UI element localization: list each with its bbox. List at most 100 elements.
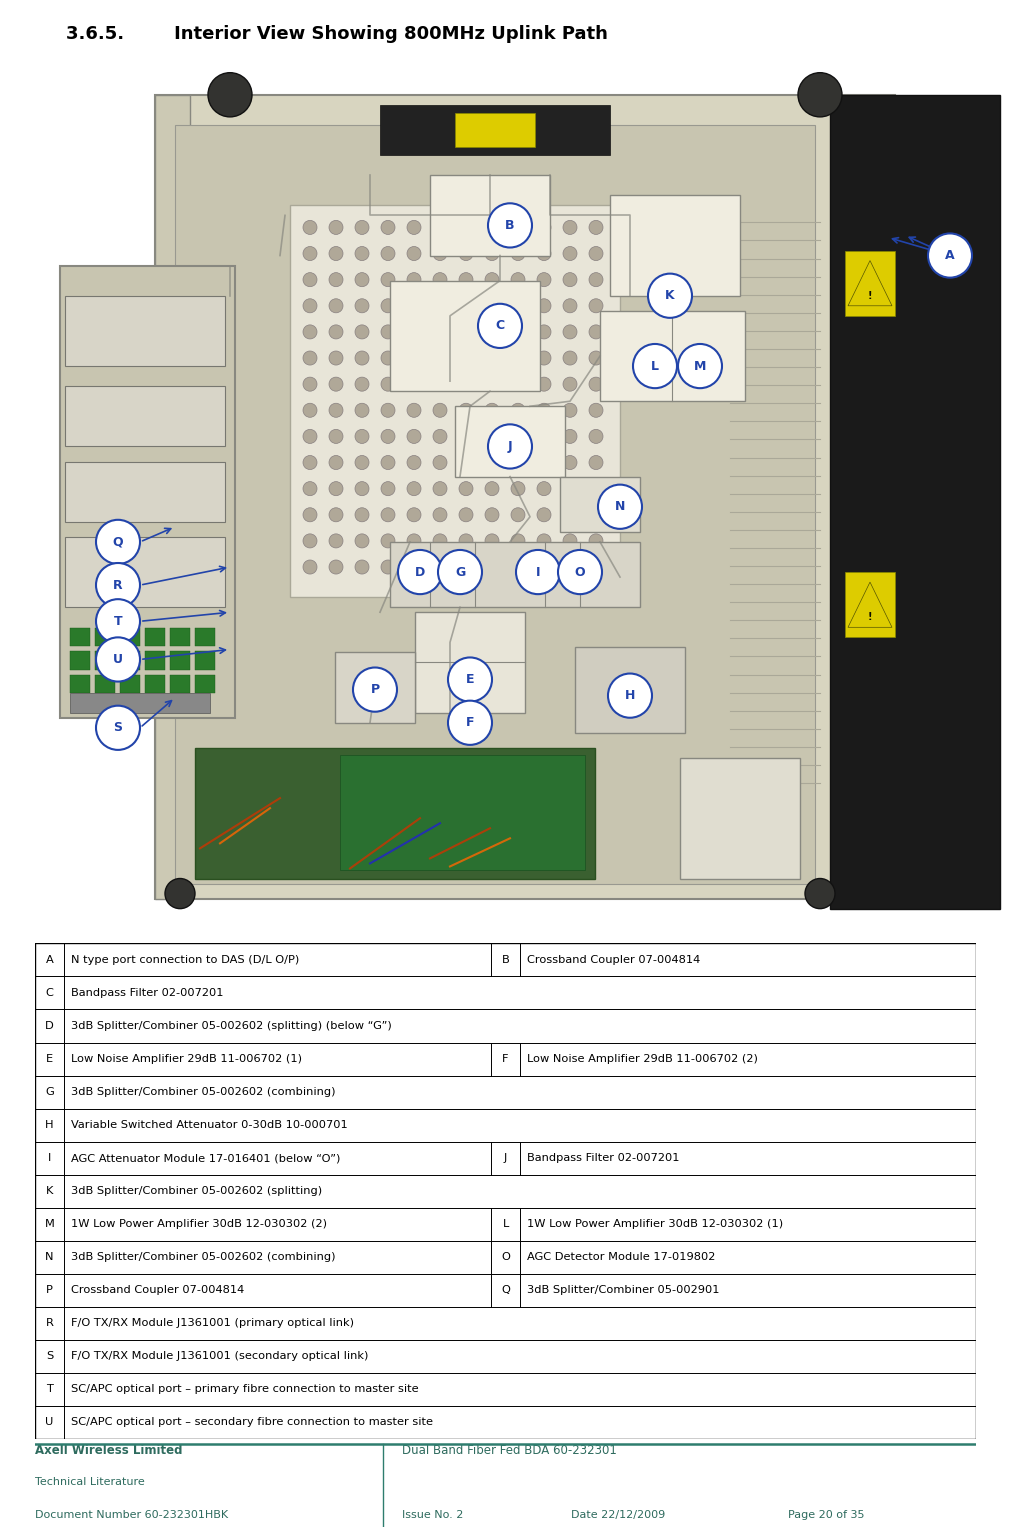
Circle shape (355, 246, 369, 260)
Circle shape (355, 560, 369, 574)
Text: U: U (45, 1417, 54, 1428)
Circle shape (563, 377, 577, 391)
Circle shape (303, 508, 317, 522)
Circle shape (459, 246, 473, 260)
Circle shape (459, 299, 473, 312)
Circle shape (537, 377, 551, 391)
Circle shape (511, 325, 525, 339)
Circle shape (678, 343, 722, 388)
Circle shape (381, 508, 395, 522)
Bar (845, 573, 895, 637)
Text: F: F (466, 716, 474, 729)
Bar (335, 653, 415, 723)
Circle shape (558, 549, 602, 594)
Circle shape (485, 403, 499, 417)
Circle shape (485, 560, 499, 574)
Circle shape (303, 299, 317, 312)
Circle shape (511, 560, 525, 574)
Circle shape (303, 534, 317, 548)
Bar (455, 112, 535, 148)
Circle shape (459, 560, 473, 574)
Circle shape (485, 272, 499, 286)
Text: E: E (45, 1054, 53, 1063)
Circle shape (511, 508, 525, 522)
Text: B: B (501, 954, 510, 965)
Circle shape (96, 563, 140, 608)
Text: T: T (47, 1385, 53, 1394)
Bar (95, 651, 115, 669)
Circle shape (381, 377, 395, 391)
Circle shape (407, 456, 421, 469)
Bar (170, 628, 190, 646)
Circle shape (381, 429, 395, 443)
Text: H: H (625, 689, 635, 702)
Circle shape (433, 456, 447, 469)
Circle shape (329, 560, 343, 574)
Circle shape (589, 377, 603, 391)
Text: Bandpass Filter 02-007201: Bandpass Filter 02-007201 (71, 988, 223, 997)
Text: P: P (370, 683, 379, 696)
Bar (145, 674, 165, 693)
Circle shape (355, 377, 369, 391)
Circle shape (438, 549, 482, 594)
Circle shape (459, 351, 473, 365)
Circle shape (355, 429, 369, 443)
Circle shape (381, 220, 395, 234)
Circle shape (355, 456, 369, 469)
Text: Low Noise Amplifier 29dB 11-006702 (1): Low Noise Amplifier 29dB 11-006702 (1) (71, 1054, 302, 1063)
Text: B: B (506, 219, 515, 232)
Circle shape (329, 272, 343, 286)
Text: Date 22/12/2009: Date 22/12/2009 (571, 1510, 665, 1519)
Circle shape (96, 637, 140, 682)
Bar (575, 648, 685, 733)
Circle shape (511, 403, 525, 417)
Bar (120, 628, 140, 646)
Bar (70, 628, 90, 646)
Circle shape (485, 508, 499, 522)
Circle shape (563, 429, 577, 443)
Text: 3.6.5.        Interior View Showing 800MHz Uplink Path: 3.6.5. Interior View Showing 800MHz Upli… (66, 25, 608, 43)
Circle shape (303, 403, 317, 417)
Circle shape (589, 456, 603, 469)
Text: M: M (44, 1219, 55, 1230)
Bar (455, 406, 565, 477)
Circle shape (433, 560, 447, 574)
Text: A: A (45, 954, 54, 965)
Circle shape (589, 534, 603, 548)
Text: 1W Low Power Amplifier 30dB 12-030302 (1): 1W Low Power Amplifier 30dB 12-030302 (1… (527, 1219, 784, 1230)
Circle shape (407, 351, 421, 365)
Circle shape (407, 508, 421, 522)
Circle shape (459, 482, 473, 496)
Circle shape (459, 377, 473, 391)
Bar (65, 537, 225, 608)
Circle shape (511, 246, 525, 260)
Text: D: D (415, 565, 425, 579)
Circle shape (407, 560, 421, 574)
Text: E: E (466, 673, 474, 686)
Circle shape (563, 246, 577, 260)
Circle shape (381, 272, 395, 286)
Text: O: O (574, 565, 585, 579)
Text: J: J (503, 1153, 508, 1163)
Bar (380, 105, 610, 155)
Circle shape (355, 534, 369, 548)
Circle shape (563, 456, 577, 469)
Circle shape (407, 272, 421, 286)
Circle shape (329, 429, 343, 443)
Circle shape (329, 508, 343, 522)
Bar (390, 280, 540, 391)
Circle shape (511, 299, 525, 312)
Bar (340, 756, 585, 871)
Circle shape (589, 560, 603, 574)
Circle shape (433, 377, 447, 391)
Text: Bandpass Filter 02-007201: Bandpass Filter 02-007201 (527, 1153, 679, 1163)
Text: Axell Wireless Limited: Axell Wireless Limited (35, 1444, 183, 1457)
Text: N type port connection to DAS (D/L O/P): N type port connection to DAS (D/L O/P) (71, 954, 299, 965)
Text: I: I (536, 565, 540, 579)
Circle shape (459, 534, 473, 548)
Circle shape (433, 220, 447, 234)
Circle shape (433, 299, 447, 312)
Circle shape (303, 456, 317, 469)
Circle shape (598, 485, 642, 529)
Circle shape (485, 299, 499, 312)
